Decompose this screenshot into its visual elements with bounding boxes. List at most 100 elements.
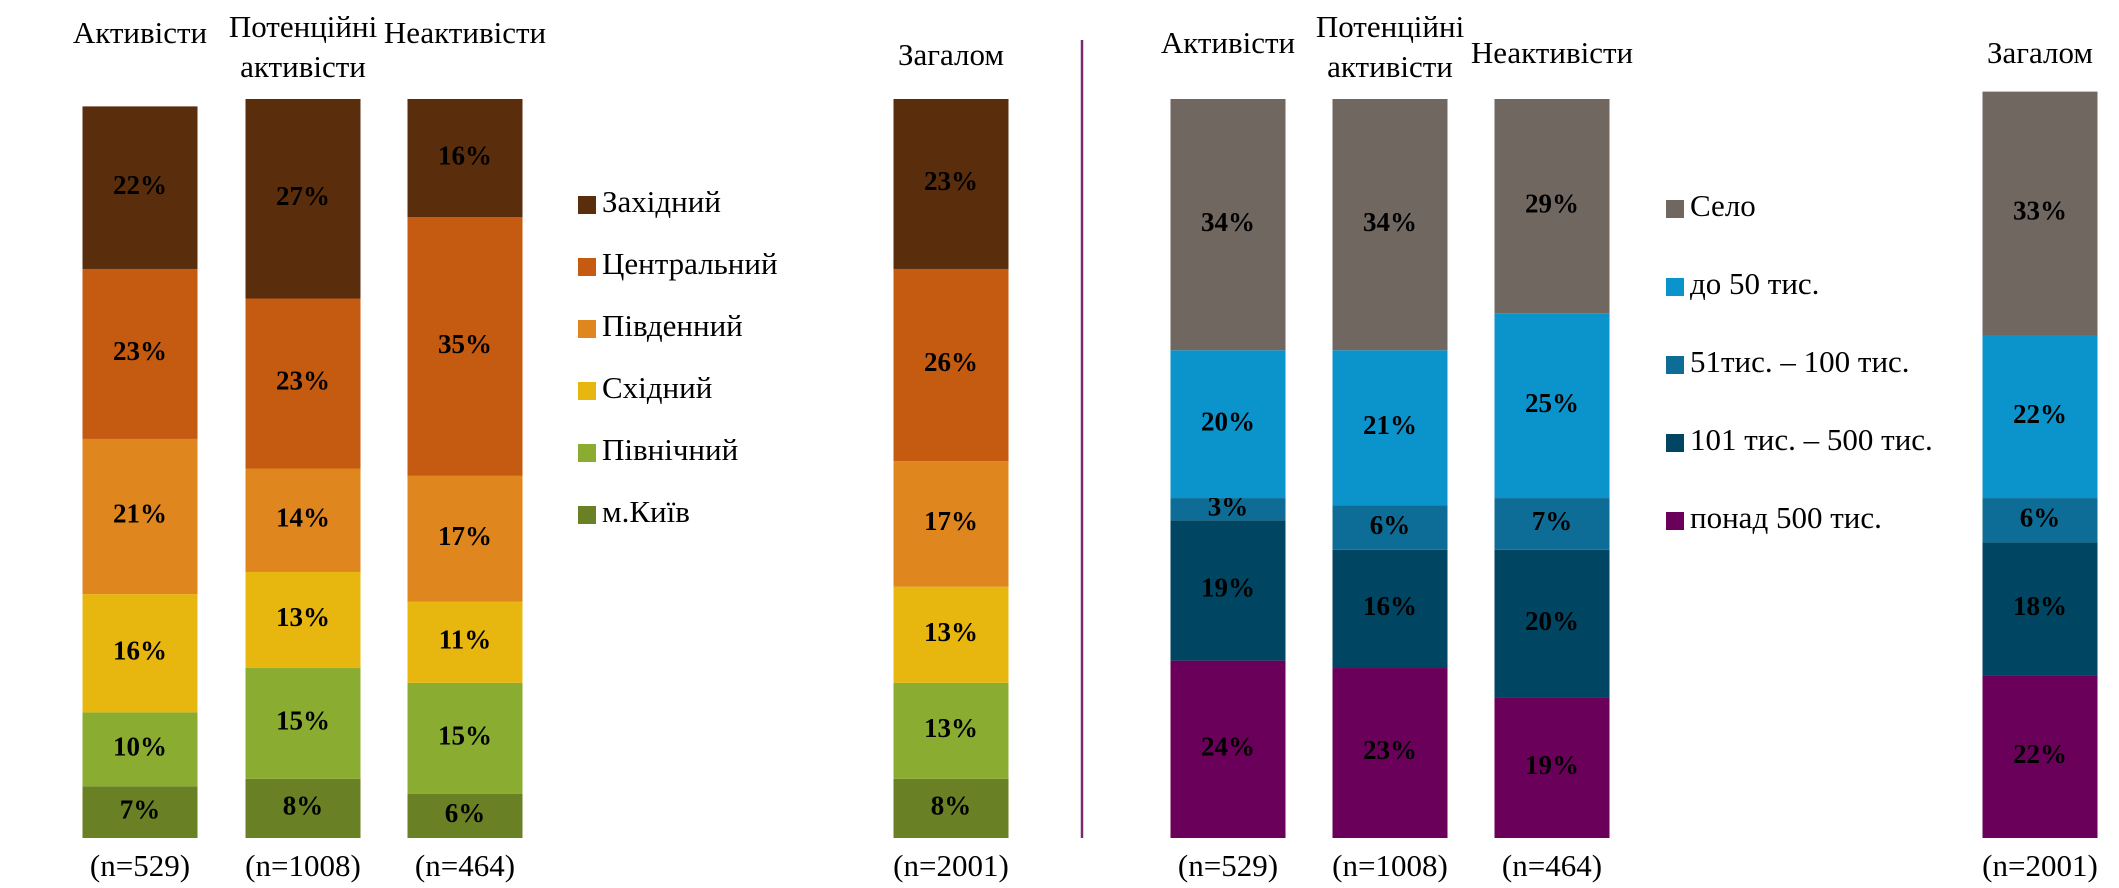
data-label: 34%: [1201, 207, 1255, 237]
sample-size: (n=529): [1178, 848, 1278, 883]
data-label: 7%: [120, 794, 161, 824]
bar-segment: [1170, 498, 1286, 521]
data-label: 22%: [2013, 739, 2067, 769]
legend-label: Південний: [602, 308, 743, 343]
legend-swatch: [578, 320, 596, 338]
bar-segment: [893, 586, 1009, 683]
bar-segment: [1170, 660, 1286, 838]
bar-segment: [1494, 549, 1610, 698]
data-label: 22%: [2013, 399, 2067, 429]
data-label: 15%: [276, 706, 330, 736]
sample-size: (n=464): [1502, 848, 1602, 883]
legend-swatch: [578, 258, 596, 276]
bar-segment: [1332, 350, 1448, 506]
legend-label: до 50 тис.: [1690, 266, 1819, 301]
data-label: 18%: [2013, 591, 2067, 621]
sample-size: (n=2001): [1982, 848, 2098, 883]
bar-segment: [1982, 498, 2098, 543]
bar-segment: [1982, 542, 2098, 676]
data-label: 17%: [924, 506, 978, 536]
data-label: 15%: [438, 720, 492, 750]
bar-segment: [893, 99, 1009, 269]
data-label: 10%: [113, 732, 167, 762]
sample-size: (n=1008): [1332, 848, 1448, 883]
sample-size: (n=529): [90, 848, 190, 883]
bar-segment: [1332, 505, 1448, 550]
data-label: 23%: [924, 166, 978, 196]
category-label: Потенційні активісти: [1316, 9, 1465, 84]
category-label: Активісти: [1161, 25, 1295, 60]
bar-segment: [1494, 313, 1610, 499]
data-label: 23%: [1363, 735, 1417, 765]
data-label: 6%: [445, 798, 486, 828]
data-label: 19%: [1525, 750, 1579, 780]
data-label: 13%: [924, 617, 978, 647]
data-label: 26%: [924, 347, 978, 377]
bar-segment: [407, 99, 523, 218]
bar-segment: [82, 268, 198, 439]
bar-segment: [245, 468, 361, 572]
legend-label: Центральний: [602, 246, 778, 281]
data-label: 6%: [2020, 502, 2061, 532]
data-label: 16%: [113, 635, 167, 665]
bar-segment: [893, 268, 1009, 462]
data-label: 34%: [1363, 207, 1417, 237]
data-label: 20%: [1201, 406, 1255, 436]
data-label: 19%: [1201, 573, 1255, 603]
bar-segment: [1332, 549, 1448, 669]
bar-segment: [1170, 350, 1286, 499]
data-label: 27%: [276, 181, 330, 211]
bar-segment: [1982, 91, 2098, 336]
data-label: 35%: [438, 329, 492, 359]
data-label: 23%: [113, 336, 167, 366]
bar-segment: [1494, 99, 1610, 314]
bar-segment: [407, 217, 523, 476]
bar-segment: [407, 793, 523, 838]
legend-swatch: [1666, 434, 1684, 452]
data-label: 25%: [1525, 388, 1579, 418]
bar-segment: [245, 778, 361, 838]
category-label: Активісти: [73, 15, 207, 50]
data-label: 8%: [283, 791, 324, 821]
data-label: 17%: [438, 521, 492, 551]
data-label: 13%: [924, 713, 978, 743]
legend-swatch: [578, 382, 596, 400]
data-label: 21%: [1363, 410, 1417, 440]
legend-label: Західний: [602, 184, 721, 219]
sample-size: (n=464): [415, 848, 515, 883]
bar-segment: [245, 668, 361, 779]
bar-segment: [1170, 520, 1286, 661]
bar-segment: [82, 106, 198, 269]
bar-segment: [893, 461, 1009, 587]
bar-segment: [893, 682, 1009, 779]
category-label: Загалом: [1987, 35, 2093, 70]
bar-segment: [407, 601, 523, 683]
bar-segment: [407, 682, 523, 794]
legend-label: 51тис. – 100 тис.: [1690, 344, 1910, 379]
legend-swatch: [578, 444, 596, 462]
bar-segment: [82, 594, 198, 713]
data-label: 33%: [2013, 196, 2067, 226]
legend-label: 101 тис. – 500 тис.: [1690, 422, 1933, 457]
data-label: 6%: [1370, 510, 1411, 540]
legend-label: понад 500 тис.: [1690, 500, 1882, 535]
data-label: 23%: [276, 366, 330, 396]
legend-label: Східний: [602, 370, 712, 405]
category-label: Потенційні активісти: [229, 9, 378, 84]
sample-size: (n=1008): [245, 848, 361, 883]
bar-segment: [1494, 498, 1610, 550]
data-label: 24%: [1201, 732, 1255, 762]
legend-label: м.Київ: [602, 494, 690, 529]
legend-swatch: [1666, 278, 1684, 296]
data-label: 7%: [1532, 506, 1573, 536]
category-label: Загалом: [898, 37, 1004, 72]
bar-segment: [82, 712, 198, 787]
legend-swatch: [1666, 200, 1684, 218]
sample-size: (n=2001): [893, 848, 1009, 883]
data-label: 22%: [113, 170, 167, 200]
legend-label: Північний: [602, 432, 738, 467]
bar-segment: [82, 786, 198, 838]
data-label: 16%: [438, 140, 492, 170]
legend-swatch: [1666, 512, 1684, 530]
